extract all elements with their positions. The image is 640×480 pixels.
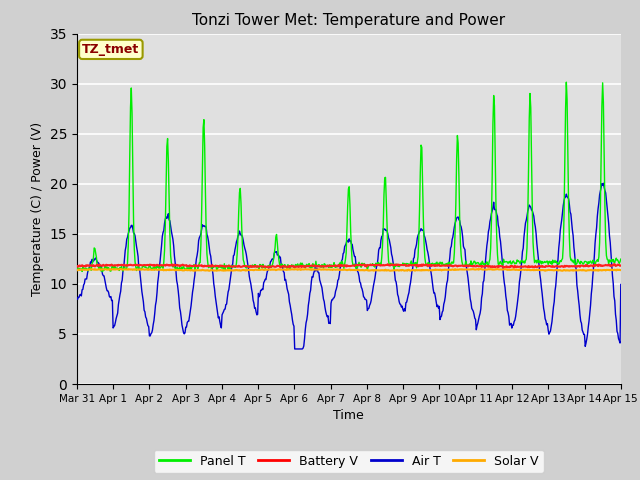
Title: Tonzi Tower Met: Temperature and Power: Tonzi Tower Met: Temperature and Power [192,13,506,28]
Y-axis label: Temperature (C) / Power (V): Temperature (C) / Power (V) [31,122,44,296]
Text: TZ_tmet: TZ_tmet [82,43,140,56]
X-axis label: Time: Time [333,409,364,422]
Legend: Panel T, Battery V, Air T, Solar V: Panel T, Battery V, Air T, Solar V [154,450,544,473]
